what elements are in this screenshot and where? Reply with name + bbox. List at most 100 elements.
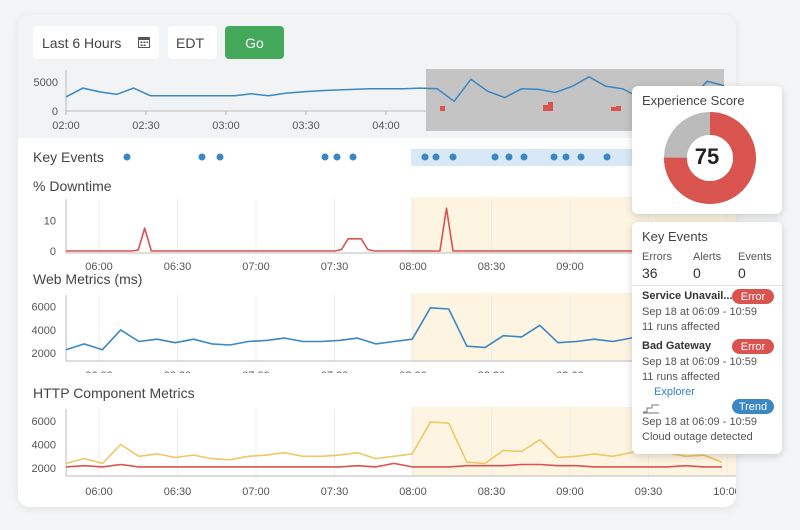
- event-detail: 11 runs affected: [642, 321, 720, 333]
- event-name: Bad Gateway: [642, 340, 712, 352]
- series-line: [66, 207, 722, 252]
- x-tick-label: 09:30: [635, 486, 663, 498]
- x-tick-label: 08:30: [478, 370, 506, 373]
- y-tick-label: 10: [44, 215, 56, 227]
- dashboard-card: Last 6 Hours EDT Go 5000 0 02:00 02:30 03:…: [18, 15, 736, 507]
- downtime-chart[interactable]: 06:0006:3007:0007:3008:0008:3009:0009:30…: [18, 195, 736, 275]
- key-event-marker[interactable]: [123, 153, 131, 161]
- x-tick-label: 09:00: [556, 261, 584, 273]
- go-button-label: Go: [245, 34, 264, 51]
- x-tick-label: 08:30: [478, 261, 506, 273]
- x-tick-label: 06:30: [164, 486, 192, 498]
- event-name: Service Unavail...: [642, 290, 733, 302]
- calendar-icon[interactable]: [138, 36, 150, 48]
- trend-badge: Trend: [732, 399, 774, 414]
- errors-stat-label: Errors: [642, 251, 672, 263]
- go-button[interactable]: Go: [225, 26, 284, 59]
- overview-series-line: [65, 75, 725, 103]
- experience-score-title: Experience Score: [642, 93, 745, 108]
- key-events-panel-title: Key Events: [642, 229, 708, 244]
- downtime-title: % Downtime: [33, 178, 112, 194]
- error-badge: Error: [732, 339, 774, 354]
- overview-x-tick-label: 03:00: [212, 120, 240, 132]
- key-event-marker[interactable]: [520, 153, 528, 161]
- x-tick-label: 06:30: [164, 261, 192, 273]
- overview-error-bar: [611, 107, 616, 111]
- events-stat-value: 0: [738, 265, 746, 281]
- key-events-timeline[interactable]: [18, 142, 736, 172]
- x-tick-label: 08:00: [399, 370, 427, 373]
- overview-error-bar: [616, 106, 621, 111]
- x-tick-label: 06:00: [85, 261, 113, 273]
- events-stat-label: Events: [738, 251, 772, 263]
- overview-error-bar: [543, 105, 548, 111]
- x-tick-label: 06:00: [85, 370, 113, 373]
- http-metrics-chart[interactable]: 06:00 06:30 07:00 07:30 08:00 08:30 09:00 09:30…: [18, 403, 736, 507]
- x-tick-label: 09:00: [556, 370, 584, 373]
- key-event-marker[interactable]: [449, 153, 457, 161]
- x-tick-label: 08:00: [399, 486, 427, 498]
- key-event-marker[interactable]: [198, 153, 206, 161]
- web-metrics-chart[interactable]: 06:0006:3007:0007:3008:0008:3009:0009:30…: [18, 289, 736, 373]
- x-tick-label: 07:00: [242, 486, 270, 498]
- key-event-marker[interactable]: [505, 153, 513, 161]
- time-range-select[interactable]: Last 6 Hours: [33, 26, 159, 59]
- x-tick-label: 07:30: [321, 261, 349, 273]
- donut-center: [687, 135, 733, 181]
- y-tick-label: 6000: [32, 302, 56, 314]
- overview-x-tick-label: 02:30: [132, 120, 160, 132]
- series-line: [65, 462, 722, 468]
- experience-score-card: Experience Score 75: [632, 86, 782, 214]
- event-time-range: Sep 18 at 06:09 - 10:59: [642, 356, 757, 368]
- key-event-marker[interactable]: [216, 153, 224, 161]
- series-line: [65, 421, 723, 465]
- timezone-select[interactable]: EDT: [168, 26, 217, 59]
- y-tick-label: 2000: [32, 348, 56, 360]
- key-event-marker[interactable]: [321, 153, 329, 161]
- event-time-range: Sep 18 at 06:09 - 10:59: [642, 416, 757, 428]
- key-events-divider: [632, 285, 782, 286]
- key-event-marker[interactable]: [550, 153, 558, 161]
- key-event-marker[interactable]: [432, 153, 440, 161]
- errors-stat-value: 36: [642, 265, 658, 281]
- y-tick-label: 6000: [32, 416, 56, 428]
- x-tick-label: 08:00: [399, 261, 427, 273]
- x-tick-label: 07:30: [321, 486, 349, 498]
- y-tick-label: 0: [50, 246, 56, 258]
- key-events-label: Key Events: [33, 149, 104, 165]
- y-tick-label: 4000: [32, 439, 56, 451]
- key-event-marker[interactable]: [349, 153, 357, 161]
- x-tick-label: 09:00: [556, 486, 584, 498]
- key-event-marker[interactable]: [562, 153, 570, 161]
- alerts-stat-label: Alerts: [693, 251, 722, 263]
- overview-error-bar: [440, 106, 445, 111]
- error-badge: Error: [732, 289, 774, 304]
- x-tick-label: 07:30: [321, 370, 349, 373]
- key-event-marker[interactable]: [603, 153, 611, 161]
- series-line: [65, 307, 723, 351]
- web-metrics-title: Web Metrics (ms): [33, 271, 143, 287]
- event-detail: Cloud outage detected: [642, 431, 753, 443]
- time-range-label: Last 6 Hours: [42, 34, 122, 51]
- x-tick-label: 10:00: [713, 486, 736, 498]
- key-events-panel: Key Events Errors 36 Alerts 0 Events 0 S…: [632, 222, 782, 454]
- x-tick-label: 08:30: [478, 486, 506, 498]
- overview-y-tick: 5000: [34, 77, 58, 89]
- key-event-marker[interactable]: [421, 153, 429, 161]
- x-tick-label: 06:00: [85, 486, 113, 498]
- x-tick-label: 07:00: [242, 370, 270, 373]
- key-event-marker[interactable]: [577, 153, 585, 161]
- overview-chart[interactable]: 5000 0 02:0002:3003:0003:3004:0004:3005:…: [18, 15, 736, 138]
- event-time-range: Sep 18 at 06:09 - 10:59: [642, 306, 757, 318]
- key-event-marker[interactable]: [491, 153, 499, 161]
- overview-error-bar: [548, 102, 553, 111]
- http-metrics-title: HTTP Component Metrics: [33, 385, 195, 401]
- experience-score-donut: [664, 112, 756, 204]
- timezone-label: EDT: [176, 34, 204, 51]
- overview-x-tick-label: 04:00: [372, 120, 400, 132]
- y-tick-label: 4000: [32, 325, 56, 337]
- y-tick-label: 2000: [32, 463, 56, 475]
- explorer-link[interactable]: Explorer: [654, 386, 695, 398]
- event-detail: 11 runs affected: [642, 371, 720, 383]
- key-event-marker[interactable]: [333, 153, 341, 161]
